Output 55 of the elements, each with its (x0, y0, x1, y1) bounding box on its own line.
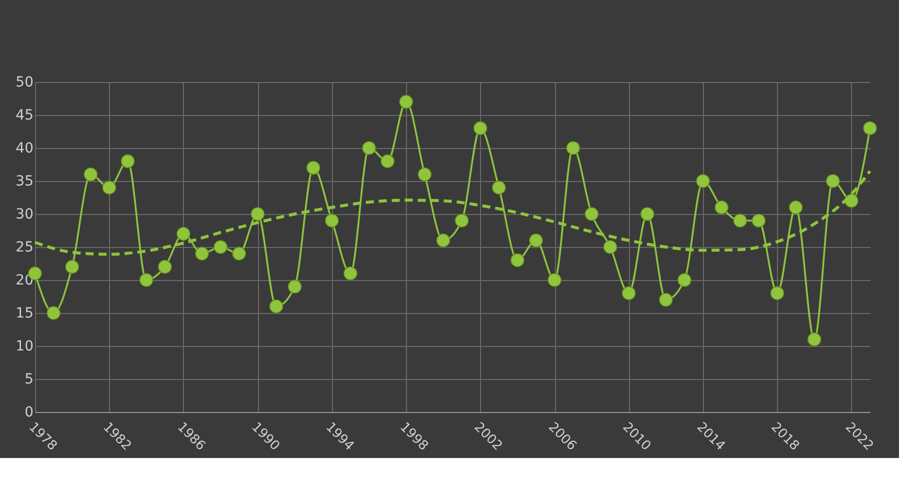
point (492, 180, 506, 195)
point (714, 200, 728, 214)
point (863, 121, 877, 136)
point (46, 306, 60, 320)
y-tick-label: 10 (16, 338, 34, 354)
y-tick-label: 45 (16, 108, 34, 124)
y-tick-label: 15 (16, 306, 34, 322)
point (603, 240, 618, 254)
point (399, 94, 414, 109)
point (436, 233, 450, 248)
point (529, 233, 543, 248)
point (306, 160, 320, 175)
point (418, 167, 432, 182)
point (232, 246, 246, 261)
y-tick-label: 50 (16, 74, 34, 90)
point (696, 174, 710, 188)
y-tick-label: 0 (24, 404, 34, 420)
point (288, 280, 302, 294)
y-tick-label: 40 (16, 140, 34, 156)
point (566, 141, 580, 155)
point (844, 194, 858, 208)
point (250, 207, 265, 221)
point (214, 240, 228, 254)
point (84, 167, 98, 182)
point (473, 121, 488, 136)
point (454, 214, 469, 228)
y-tick-label: 25 (16, 240, 34, 256)
point (324, 214, 339, 228)
point (102, 180, 116, 195)
point (158, 260, 172, 274)
point (658, 292, 673, 307)
point (733, 214, 748, 228)
point (380, 154, 394, 168)
point (176, 226, 190, 241)
y-tick-label: 35 (16, 174, 34, 190)
point (195, 246, 209, 261)
point (622, 286, 636, 300)
y-tick-label: 30 (16, 206, 34, 222)
point (640, 207, 654, 221)
point (344, 266, 358, 280)
point (826, 174, 840, 188)
point (120, 154, 135, 168)
point (139, 273, 154, 287)
point (269, 299, 284, 314)
point (548, 273, 562, 287)
y-tick-label: 5 (24, 372, 34, 388)
point (807, 332, 822, 346)
point (584, 207, 599, 221)
point (510, 253, 524, 268)
point (788, 200, 803, 214)
point (752, 214, 766, 228)
point (770, 286, 784, 300)
point (65, 260, 80, 274)
point (678, 273, 692, 287)
point (362, 141, 376, 155)
